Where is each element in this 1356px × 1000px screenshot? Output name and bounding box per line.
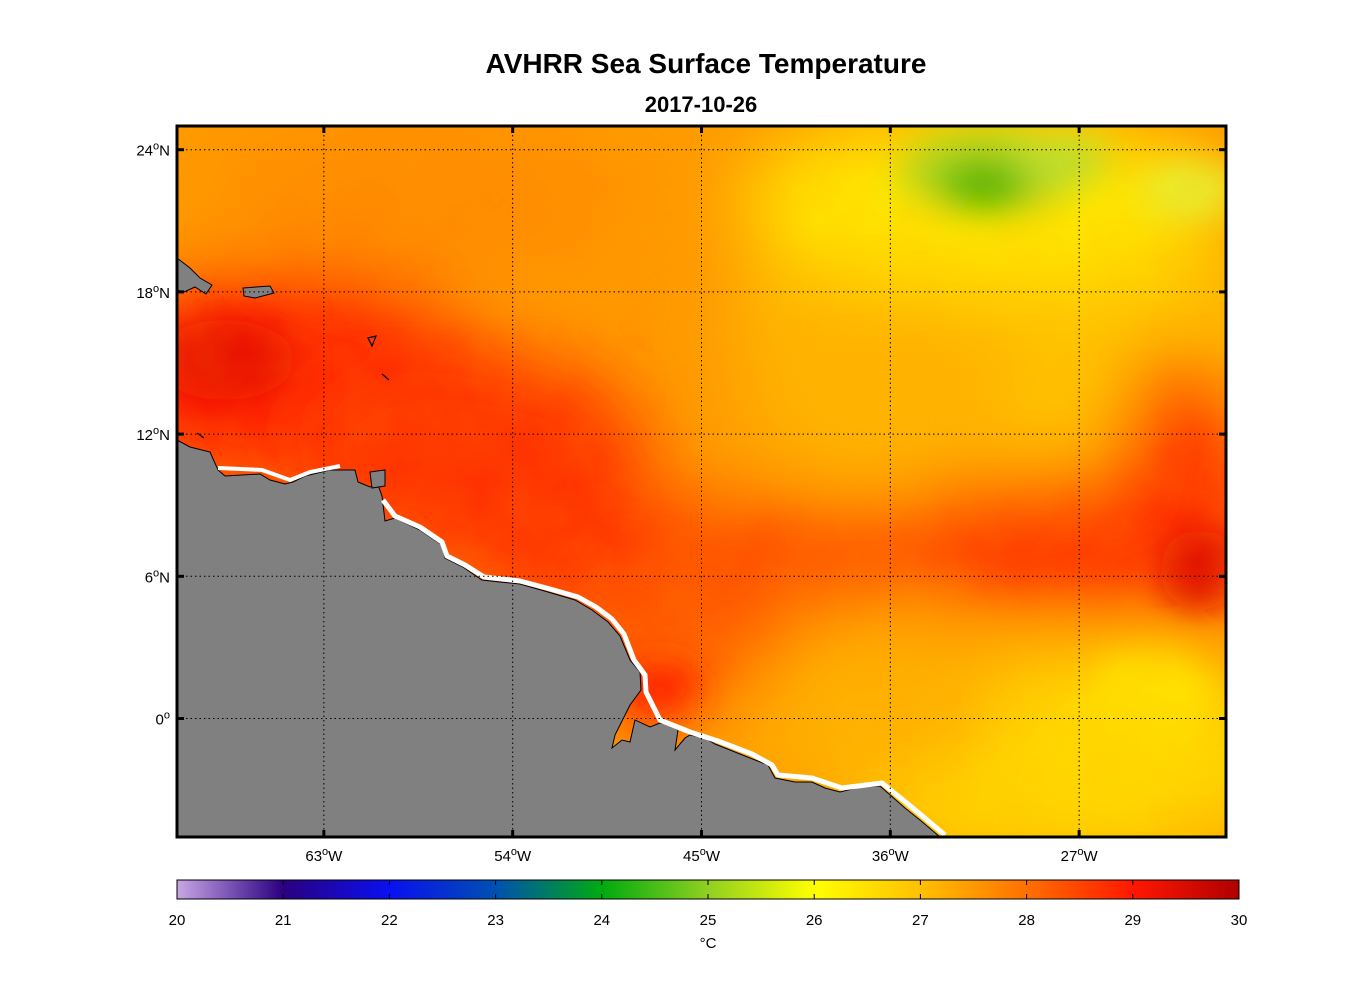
colorbar-unit-label: °C — [700, 935, 717, 952]
coastal-no-data-fringe — [217, 464, 341, 483]
lon-tick-label: 54oW — [494, 846, 532, 865]
south-america-coastline — [177, 439, 941, 837]
lat-tick-label: 18oN — [136, 283, 170, 302]
colorbar-tick-label: 29 — [1124, 912, 1141, 929]
colorbar-tick-label: 20 — [169, 912, 186, 929]
graticule — [177, 126, 1226, 837]
colorbar-tick-label: 27 — [912, 912, 929, 929]
colorbar-tick-label: 24 — [593, 912, 610, 929]
lat-tick-label: 24oN — [136, 141, 170, 160]
map-title: AVHRR Sea Surface Temperature — [485, 48, 927, 79]
colorbar-tick-label: 21 — [275, 912, 292, 929]
trinidad-island — [369, 469, 386, 489]
colorbar-tick-label: 26 — [806, 912, 823, 929]
colorbar-tick-label: 30 — [1231, 912, 1248, 929]
colorbar-tick-label: 25 — [700, 912, 717, 929]
colorbar: 20 21 22 23 24 25 26 27 28 29 30 °C — [169, 879, 1248, 952]
lon-tick-label: 27oW — [1061, 846, 1099, 865]
lat-tick-label: 0o — [156, 710, 170, 729]
axis-ticks: 63oW 54oW 45oW 36oW 27oW 24oN 18oN 12oN 6oN 0o — [136, 126, 1226, 865]
colorbar-tick-label: 23 — [487, 912, 504, 929]
lesser-antilles-island — [367, 335, 377, 348]
lat-tick-label: 6oN — [145, 567, 170, 586]
colorbar-tick-label: 22 — [381, 912, 398, 929]
coastal-no-data-fringe — [381, 498, 947, 837]
colorbar-tick-label: 28 — [1018, 912, 1035, 929]
land-masses — [177, 257, 947, 837]
lat-tick-label: 12oN — [136, 425, 170, 444]
lesser-antilles-island — [381, 373, 390, 381]
lon-tick-label: 36oW — [872, 846, 910, 865]
lesser-antilles-island — [196, 432, 205, 439]
map-subtitle: 2017-10-26 — [644, 92, 758, 117]
colorbar-ticks: 20 21 22 23 24 25 26 27 28 29 30 — [169, 880, 1248, 929]
lon-tick-label: 63oW — [305, 846, 343, 865]
lon-tick-label: 45oW — [683, 846, 721, 865]
